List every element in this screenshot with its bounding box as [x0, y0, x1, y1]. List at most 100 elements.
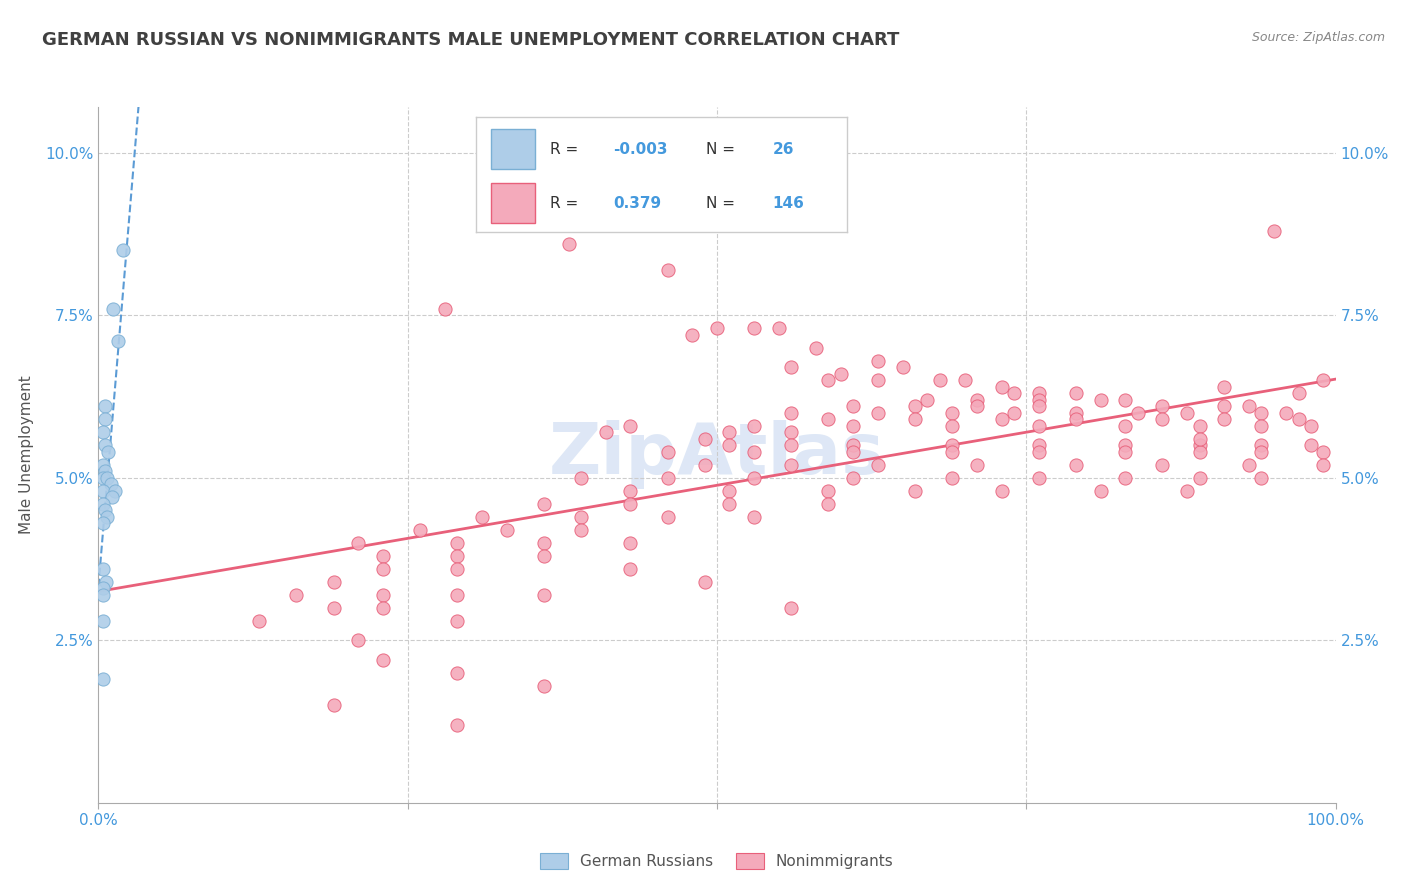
- Point: [1028, 444, 1050, 458]
- Point: [1028, 392, 1050, 407]
- Point: [966, 392, 988, 407]
- Point: [93, 516, 115, 531]
- Point: [96, 509, 118, 524]
- Point: [1064, 386, 1087, 401]
- Point: [817, 483, 839, 498]
- Point: [93, 497, 115, 511]
- Point: [533, 497, 555, 511]
- Point: [533, 679, 555, 693]
- Point: [1213, 399, 1236, 413]
- Point: [1114, 444, 1136, 458]
- Point: [94, 574, 117, 589]
- Point: [93, 458, 115, 472]
- Point: [718, 425, 741, 439]
- Point: [533, 588, 555, 602]
- Point: [471, 509, 494, 524]
- Point: [619, 497, 641, 511]
- Point: [1028, 471, 1050, 485]
- Y-axis label: Male Unemployment: Male Unemployment: [20, 376, 34, 534]
- Point: [780, 458, 803, 472]
- Point: [1250, 444, 1272, 458]
- Point: [718, 497, 741, 511]
- Point: [1250, 471, 1272, 485]
- Point: [433, 301, 456, 316]
- Point: [322, 574, 344, 589]
- Point: [371, 562, 394, 576]
- Point: [842, 418, 865, 433]
- Point: [657, 444, 679, 458]
- Point: [533, 535, 555, 549]
- Point: [941, 406, 963, 420]
- Point: [928, 373, 950, 387]
- Point: [93, 438, 115, 452]
- Point: [1299, 438, 1322, 452]
- Point: [804, 341, 827, 355]
- Point: [718, 483, 741, 498]
- Legend: German Russians, Nonimmigrants: German Russians, Nonimmigrants: [534, 847, 900, 875]
- Text: GERMAN RUSSIAN VS NONIMMIGRANTS MALE UNEMPLOYMENT CORRELATION CHART: GERMAN RUSSIAN VS NONIMMIGRANTS MALE UNE…: [42, 31, 900, 49]
- Point: [990, 483, 1012, 498]
- Point: [941, 444, 963, 458]
- Point: [768, 321, 790, 335]
- Point: [1213, 412, 1236, 426]
- Point: [693, 574, 716, 589]
- Point: [93, 483, 115, 498]
- Point: [1188, 432, 1211, 446]
- Point: [1002, 406, 1025, 420]
- Point: [619, 535, 641, 549]
- Point: [780, 406, 803, 420]
- Point: [446, 549, 468, 563]
- Point: [107, 334, 129, 348]
- Point: [619, 483, 641, 498]
- Point: [595, 425, 617, 439]
- Point: [1114, 418, 1136, 433]
- Point: [495, 523, 517, 537]
- Point: [93, 399, 115, 413]
- Point: [1114, 438, 1136, 452]
- Point: [830, 367, 852, 381]
- Point: [706, 321, 728, 335]
- Point: [657, 509, 679, 524]
- Point: [742, 444, 765, 458]
- Point: [941, 471, 963, 485]
- Point: [446, 562, 468, 576]
- Point: [1188, 471, 1211, 485]
- Point: [103, 483, 125, 498]
- Point: [941, 418, 963, 433]
- Point: [96, 471, 118, 485]
- Point: [966, 458, 988, 472]
- Point: [93, 464, 115, 478]
- Point: [941, 438, 963, 452]
- Point: [446, 614, 468, 628]
- Point: [1152, 458, 1174, 472]
- Point: [347, 535, 370, 549]
- Point: [990, 379, 1012, 393]
- Point: [1028, 418, 1050, 433]
- Point: [347, 633, 370, 648]
- Point: [1188, 418, 1211, 433]
- Point: [842, 399, 865, 413]
- Point: [247, 614, 270, 628]
- Point: [1114, 471, 1136, 485]
- Point: [1250, 418, 1272, 433]
- Point: [1090, 392, 1112, 407]
- Point: [842, 471, 865, 485]
- Point: [1312, 458, 1334, 472]
- Point: [904, 412, 927, 426]
- Point: [409, 523, 432, 537]
- Point: [446, 588, 468, 602]
- Point: [842, 444, 865, 458]
- Text: Source: ZipAtlas.com: Source: ZipAtlas.com: [1251, 31, 1385, 45]
- Point: [742, 509, 765, 524]
- Point: [619, 418, 641, 433]
- Point: [446, 718, 468, 732]
- Point: [1028, 399, 1050, 413]
- Point: [1250, 406, 1272, 420]
- Point: [1237, 399, 1260, 413]
- Point: [1114, 392, 1136, 407]
- Point: [1028, 438, 1050, 452]
- Point: [842, 438, 865, 452]
- Point: [1028, 386, 1050, 401]
- Point: [371, 600, 394, 615]
- Point: [1299, 418, 1322, 433]
